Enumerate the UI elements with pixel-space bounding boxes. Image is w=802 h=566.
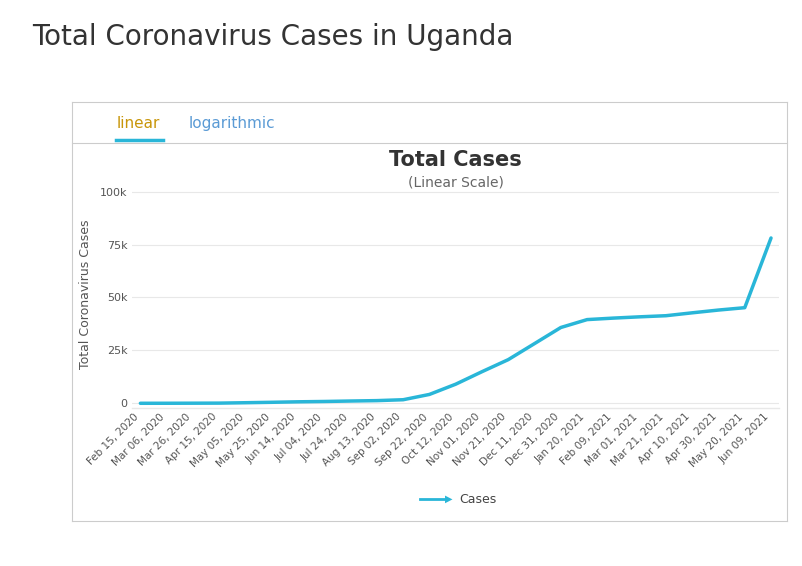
Text: Total Cases: Total Cases <box>389 150 521 170</box>
Y-axis label: Total Coronavirus Cases: Total Coronavirus Cases <box>79 220 91 369</box>
Text: Total Coronavirus Cases in Uganda: Total Coronavirus Cases in Uganda <box>32 23 512 50</box>
Text: logarithmic: logarithmic <box>188 116 275 131</box>
Text: (Linear Scale): (Linear Scale) <box>407 175 503 190</box>
Text: ▶: ▶ <box>444 494 452 504</box>
Text: Cases: Cases <box>459 493 496 505</box>
Text: linear: linear <box>116 116 160 131</box>
